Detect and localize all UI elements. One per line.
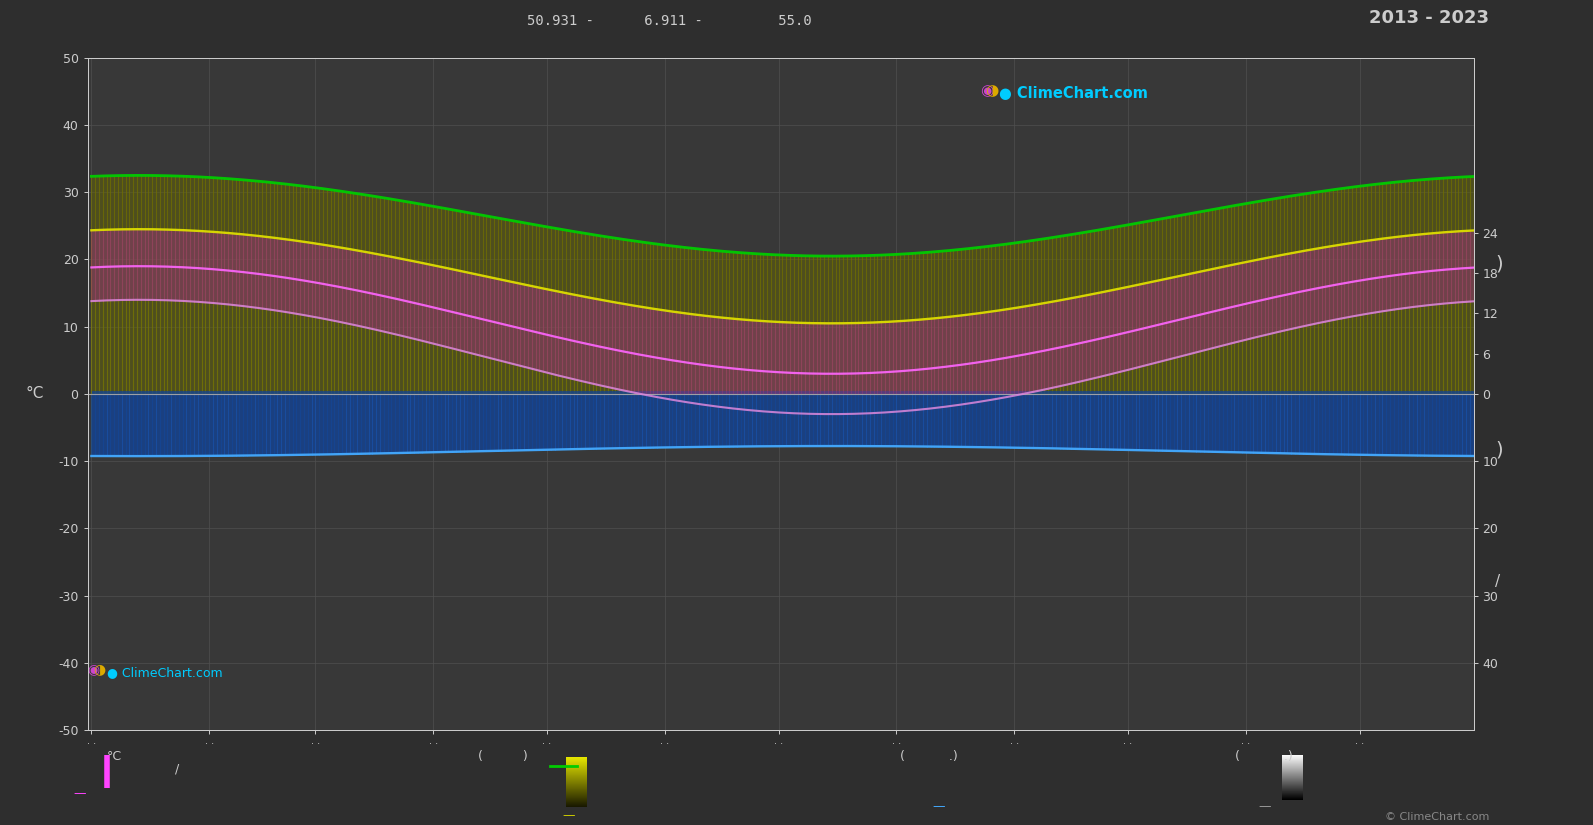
Text: ◑: ◑ — [94, 662, 105, 676]
Text: —: — — [73, 787, 86, 800]
Text: (           .): ( .) — [900, 750, 957, 763]
Text: 2013 - 2023: 2013 - 2023 — [1370, 9, 1489, 27]
Text: °C: °C — [25, 386, 45, 402]
Text: —: — — [1258, 800, 1271, 813]
Text: ● ClimeChart.com: ● ClimeChart.com — [107, 667, 223, 679]
Text: 50.931 -      6.911 -         55.0: 50.931 - 6.911 - 55.0 — [527, 14, 811, 27]
Text: ◉: ◉ — [88, 662, 100, 676]
Text: (           .): ( .) — [1235, 750, 1292, 763]
Text: ● ClimeChart.com: ● ClimeChart.com — [999, 86, 1149, 101]
Text: —: — — [932, 800, 945, 813]
Text: © ClimeChart.com: © ClimeChart.com — [1384, 812, 1489, 822]
Text: ): ) — [1496, 440, 1502, 460]
Text: ◉: ◉ — [980, 82, 992, 97]
Text: ): ) — [1496, 254, 1502, 274]
Text: °C: °C — [107, 750, 121, 763]
Text: (          ): ( ) — [478, 750, 527, 763]
Text: —: — — [562, 808, 575, 822]
Text: /: / — [175, 762, 180, 776]
Text: ◑: ◑ — [986, 82, 999, 97]
Text: /: / — [1496, 574, 1501, 589]
